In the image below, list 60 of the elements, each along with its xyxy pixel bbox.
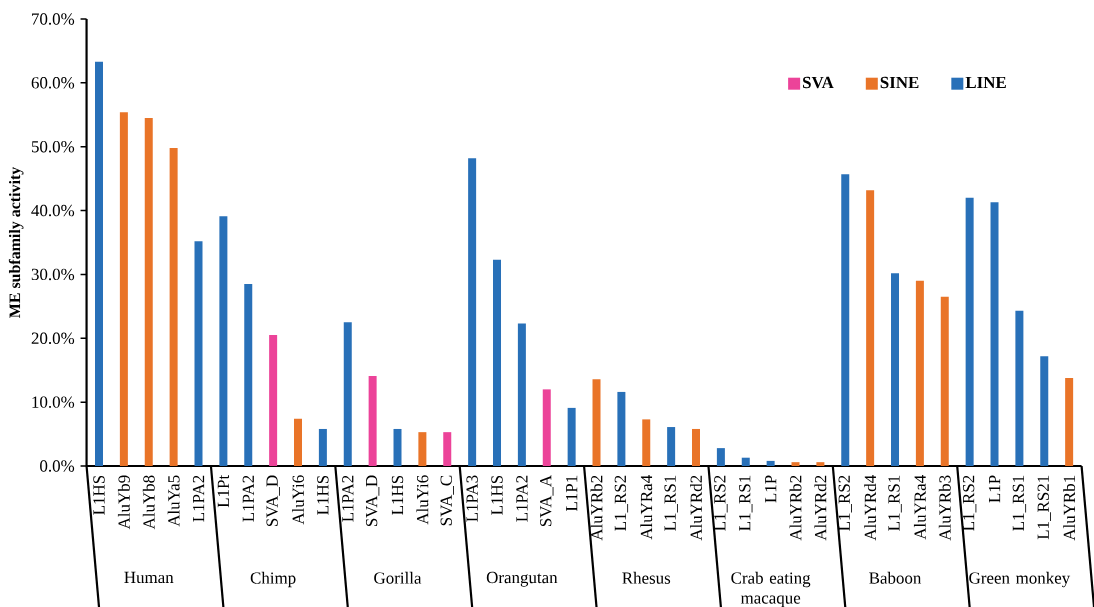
text: Orangutan	[486, 571, 558, 587]
x-tick-label: L1Pt	[217, 474, 230, 508]
x-tick-label: L1P1	[566, 475, 578, 512]
x-tick-label: AluYb9	[117, 475, 130, 530]
x-tick-label: AluYa5	[167, 475, 180, 527]
x-tick-label: L1P	[765, 475, 777, 503]
y-tick-label: 60.0%	[31, 77, 75, 89]
x-tick-label: L1HS	[391, 475, 404, 515]
y-tick-label: 10.0%	[32, 396, 75, 408]
x-tick-label: L1PA2	[516, 475, 528, 522]
x-tick-label: L1_RS1	[1012, 475, 1027, 531]
text: Rhesus	[622, 571, 671, 584]
text: Crab eating macaque	[731, 571, 811, 607]
x-tick-label: L1HS	[93, 475, 105, 515]
y-tick-label: 50.0%	[31, 140, 75, 153]
legend-label: LINE	[965, 76, 1006, 88]
x-tick-label: SVA_D	[365, 475, 380, 527]
y-tick-label: 20.0%	[31, 332, 75, 345]
y-tick-label: 40.0%	[31, 204, 75, 217]
x-tick-label: AluYRb2	[789, 475, 802, 541]
text: Gorilla	[374, 571, 422, 584]
x-tick-label: L1_RS2	[614, 475, 629, 531]
x-tick-label: L1PA2	[192, 475, 205, 522]
text: Baboon	[869, 571, 922, 584]
text: Human	[124, 571, 174, 584]
x-tick-label: L1_RS1	[888, 475, 902, 531]
x-tick-label: SVA_C	[440, 475, 454, 526]
x-tick-label: L1_RS21	[1037, 475, 1051, 540]
x-tick-label: AluYRd4	[864, 475, 877, 541]
y-tick-label: 0.0%	[40, 460, 75, 472]
x-tick-label: L1_RS2	[714, 475, 728, 531]
text: Chimp	[250, 571, 296, 588]
x-tick-label: L1_RS2	[838, 475, 852, 531]
x-tick-label: AluYRb2	[590, 475, 603, 541]
x-tick-label: L1HS	[317, 475, 329, 515]
x-tick-label: AluYi6	[292, 475, 304, 525]
x-tick-label: L1HS	[491, 475, 503, 515]
x-tick-label: L1P	[988, 475, 1001, 503]
x-tick-label: L1PA2	[242, 475, 254, 522]
x-tick-label: L1_RS1	[664, 475, 678, 531]
legend-label: SVA	[803, 76, 834, 89]
y-axis-title: ME subfamily activity	[8, 166, 24, 318]
y-tick-label: 30.0%	[31, 268, 75, 281]
x-tick-label: SVA_D	[266, 475, 280, 527]
x-tick-label: L1_RS2	[962, 475, 977, 531]
x-tick-label: AluYb8	[142, 475, 155, 530]
x-tick-label: AluYi6	[416, 475, 429, 525]
x-tick-label: AluYRa4	[640, 475, 653, 540]
legend-label: SINE	[880, 76, 919, 89]
text: Green monkey	[969, 571, 1071, 588]
y-tick-label: 70.0%	[32, 13, 75, 25]
x-tick-label: AluYRb1	[1063, 475, 1076, 541]
x-tick-label: L1PA2	[342, 475, 354, 522]
x-tick-label: AluYRa4	[913, 475, 926, 540]
x-tick-label: AluYRb3	[938, 475, 951, 541]
x-tick-label: SVA_A	[540, 474, 554, 527]
x-tick-label: L1_RS1	[739, 475, 753, 531]
x-tick-label: AluYRd2	[814, 475, 827, 541]
x-tick-label: L1PA3	[466, 475, 478, 522]
x-tick-label: AluYRd2	[690, 475, 702, 541]
